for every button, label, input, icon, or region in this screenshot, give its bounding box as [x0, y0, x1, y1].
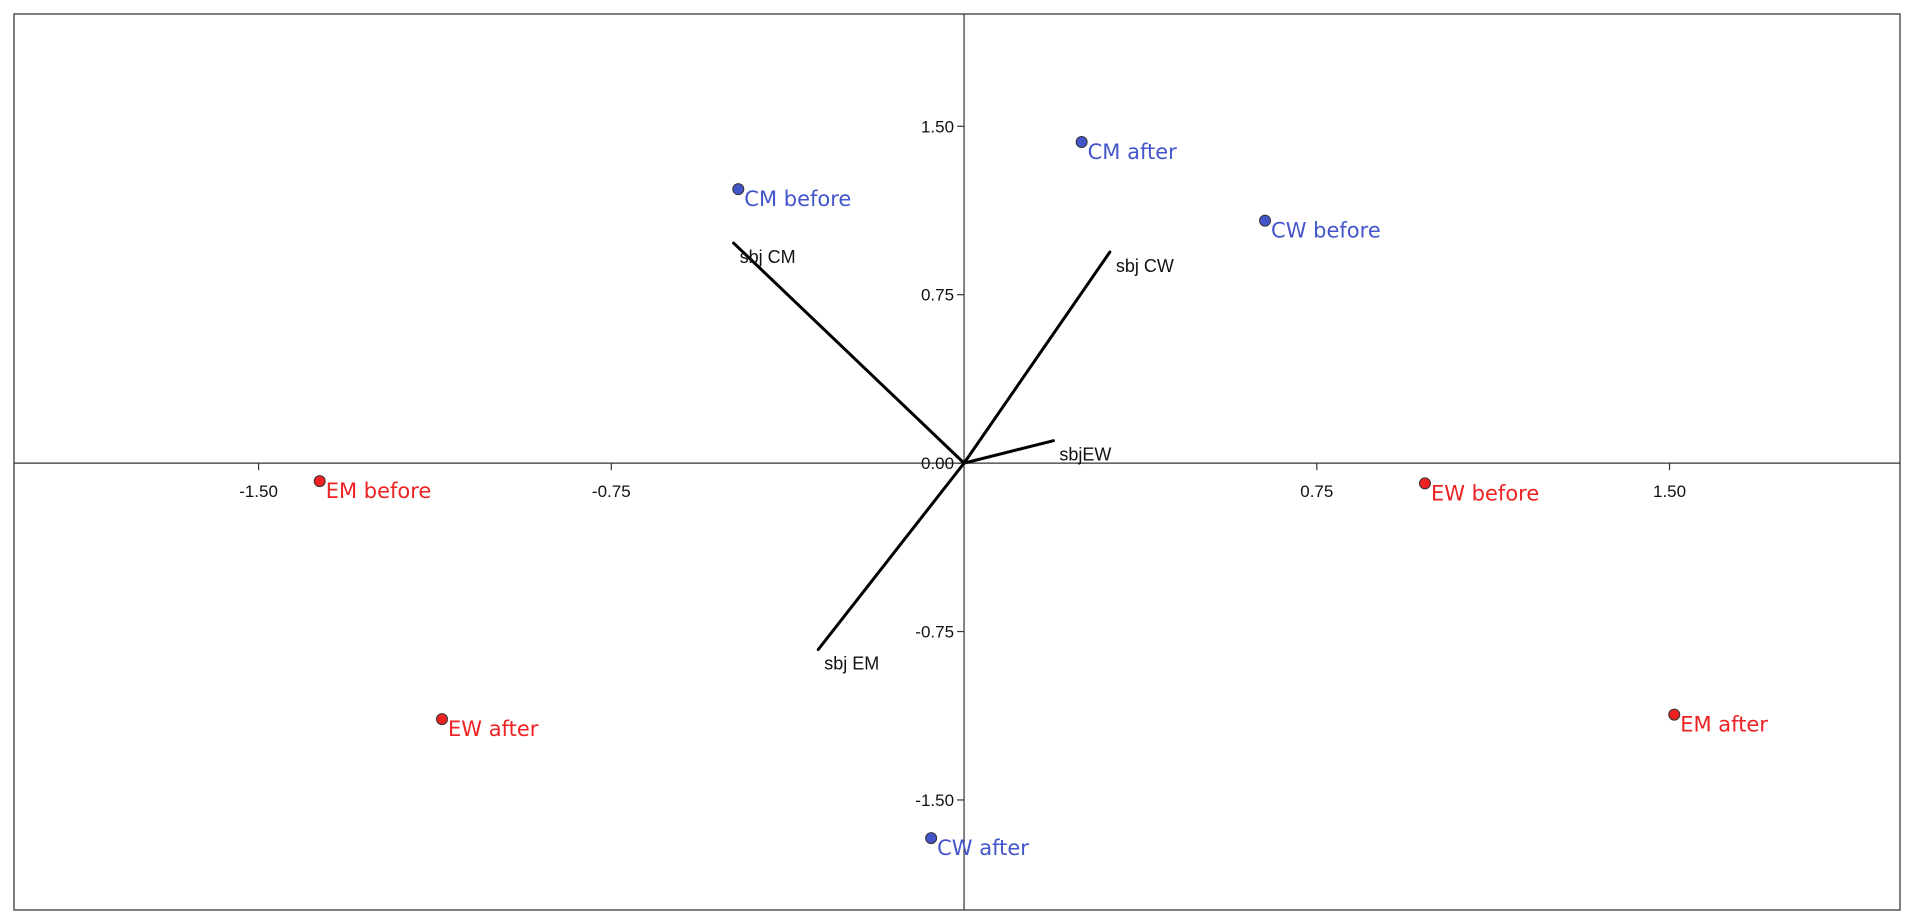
point-label-ew-after: EW after: [448, 717, 539, 741]
plot-frame: [13, 13, 1901, 911]
point-em-before: [313, 475, 326, 488]
y-tick-label: 1.50: [921, 117, 954, 136]
point-em-after: [1668, 708, 1681, 721]
x-tick-label: 0.75: [1300, 482, 1333, 501]
y-tick-label: 0.75: [921, 286, 954, 305]
points-layer: CM before CM after CW before CW after EM bef…: [313, 136, 1768, 860]
vector-label-sbjew: sbjEW: [1059, 445, 1111, 465]
point-label-cm-after: CM after: [1088, 140, 1178, 164]
x-tick-label: -1.50: [239, 482, 278, 501]
point-label-cw-before: CW before: [1271, 219, 1381, 243]
y-tick-label: 0.00: [921, 454, 954, 473]
vector-label-sbj-em: sbj EM: [824, 654, 879, 674]
x-tick-label: 1.50: [1653, 482, 1686, 501]
vectors-layer: sbj CM sbj CW sbjEW sbj EM: [732, 241, 1174, 674]
point-ew-after: [435, 713, 448, 726]
point-ew-before: [1418, 477, 1431, 490]
point-cw-after: [925, 832, 938, 845]
point-label-ew-before: EW before: [1431, 481, 1539, 505]
vector-label-sbj-cw: sbj CW: [1116, 256, 1174, 276]
y-tick-label: -0.75: [915, 623, 954, 642]
vector-sbjew: [962, 439, 1055, 465]
point-label-em-before: EM before: [326, 479, 432, 503]
vector-label-sbj-cm: sbj CM: [740, 247, 796, 267]
point-label-cw-after: CW after: [937, 836, 1029, 860]
point-cm-before: [732, 183, 745, 196]
vector-sbj-cw: [962, 250, 1112, 465]
vector-sbj-em: [816, 461, 966, 652]
point-label-em-after: EM after: [1680, 713, 1768, 737]
y-tick-label: -1.50: [915, 791, 954, 810]
point-label-cm-before: CM before: [744, 187, 851, 211]
ticks-layer: -1.50 -0.75 0.75 1.50 1.50 0.75 0.00 -0.75 -1.50: [239, 117, 1686, 810]
x-tick-label: -0.75: [592, 482, 631, 501]
vector-sbj-cm: [732, 241, 966, 465]
point-cw-before: [1259, 214, 1272, 227]
point-cm-after: [1075, 136, 1088, 148]
